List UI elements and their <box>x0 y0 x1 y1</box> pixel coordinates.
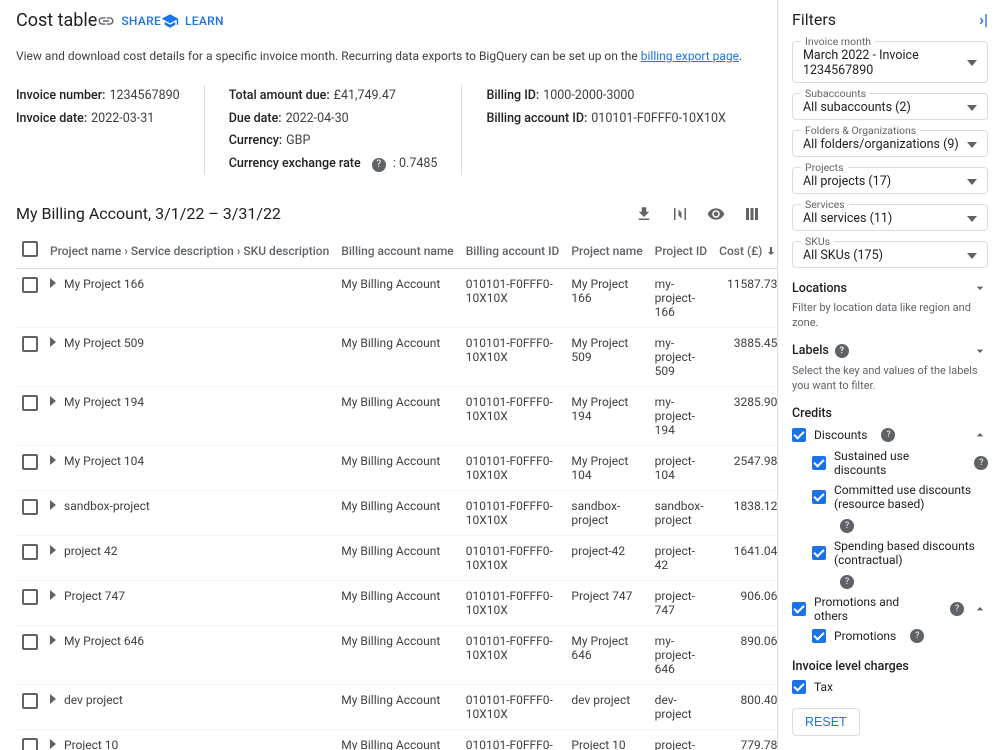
sort-desc-icon <box>765 245 777 257</box>
locations-section[interactable]: Locations <box>792 280 988 296</box>
row-checkbox[interactable] <box>22 738 38 750</box>
download-icon[interactable] <box>635 205 653 223</box>
expand-icon[interactable] <box>50 396 56 406</box>
filters-panel: Filters ›| Invoice month March 2022 - In… <box>778 0 1002 750</box>
chevron-up-icon <box>972 601 988 617</box>
help-icon[interactable]: ? <box>950 602 964 616</box>
table-row[interactable]: Project 747My Billing Account010101-F0FF… <box>16 581 777 626</box>
table-row[interactable]: project 42My Billing Account010101-F0FFF… <box>16 536 777 581</box>
dropdown-icon <box>967 179 977 185</box>
row-checkbox[interactable] <box>22 634 38 650</box>
skus-select[interactable]: SKUs All SKUs (175) <box>792 241 988 268</box>
expand-icon[interactable] <box>50 337 56 347</box>
select-all-checkbox[interactable] <box>22 241 38 257</box>
dropdown-icon <box>967 142 977 148</box>
meta-col-1: Invoice number:1234567890 Invoice date:2… <box>16 85 204 175</box>
col-proj-name[interactable]: Project name <box>565 233 648 269</box>
subaccounts-select[interactable]: Subaccounts All subaccounts (2) <box>792 93 988 120</box>
credits-section: Credits <box>792 406 988 421</box>
expand-icon[interactable] <box>50 739 56 749</box>
services-select[interactable]: Services All services (11) <box>792 204 988 231</box>
row-checkbox[interactable] <box>22 454 38 470</box>
share-button[interactable]: SHARE <box>97 12 161 30</box>
chevron-down-icon <box>972 343 988 359</box>
help-icon[interactable]: ? <box>372 158 386 172</box>
account-subtitle: My Billing Account, 3/1/22 – 3/31/22 <box>16 204 281 223</box>
expand-icon[interactable] <box>50 278 56 288</box>
help-icon[interactable]: ? <box>840 519 854 533</box>
learn-button[interactable]: LEARN <box>161 12 224 30</box>
dropdown-icon <box>967 105 977 111</box>
chevron-down-icon <box>972 280 988 296</box>
row-checkbox[interactable] <box>22 395 38 411</box>
discounts-checkbox[interactable]: Discounts? <box>792 427 988 443</box>
meta-col-2: Total amount due:£41,749.47 Due date:202… <box>204 85 462 175</box>
row-checkbox[interactable] <box>22 277 38 293</box>
table-row[interactable]: Project 10My Billing Account010101-F0FFF… <box>16 730 777 750</box>
page-description: View and download cost details for a spe… <box>16 47 761 65</box>
expand-icon[interactable] <box>50 590 56 600</box>
content-area: View and download cost details for a spe… <box>0 41 777 750</box>
main-panel: Cost table SHARE LEARN View and download… <box>0 0 778 750</box>
spending-based-checkbox[interactable]: Spending based discounts (contractual) <box>812 539 988 567</box>
sustained-use-checkbox[interactable]: Sustained use discounts? <box>812 449 988 477</box>
projects-select[interactable]: Projects All projects (17) <box>792 167 988 194</box>
table-row[interactable]: My Project 646My Billing Account010101-F… <box>16 626 777 685</box>
help-icon[interactable]: ? <box>840 575 854 589</box>
col-proj-id[interactable]: Project ID <box>649 233 713 269</box>
dropdown-icon <box>967 60 977 66</box>
cost-table: Project name › Service description › SKU… <box>16 233 777 750</box>
header-bar: Cost table SHARE LEARN <box>0 0 777 41</box>
expand-rows-icon[interactable] <box>671 205 689 223</box>
col-acct-id[interactable]: Billing account ID <box>460 233 566 269</box>
promotions-others-checkbox[interactable]: Promotions and others? <box>792 595 988 623</box>
table-row[interactable]: My Project 194My Billing Account010101-F… <box>16 387 777 446</box>
row-checkbox[interactable] <box>22 544 38 560</box>
row-checkbox[interactable] <box>22 499 38 515</box>
table-row[interactable]: My Project 104My Billing Account010101-F… <box>16 446 777 491</box>
subtitle-row: My Billing Account, 3/1/22 – 3/31/22 <box>16 204 761 223</box>
learn-icon <box>161 12 179 30</box>
row-checkbox[interactable] <box>22 589 38 605</box>
invoice-meta: Invoice number:1234567890 Invoice date:2… <box>16 85 761 176</box>
row-checkbox[interactable] <box>22 693 38 709</box>
tax-checkbox[interactable]: Tax <box>792 680 988 694</box>
table-row[interactable]: My Project 509My Billing Account010101-F… <box>16 328 777 387</box>
reset-button[interactable]: RESET <box>792 708 860 736</box>
invoice-charges-section: Invoice level charges <box>792 659 988 674</box>
link-icon <box>97 12 115 30</box>
table-row[interactable]: sandbox-projectMy Billing Account010101-… <box>16 491 777 536</box>
expand-icon[interactable] <box>50 545 56 555</box>
billing-export-link[interactable]: billing export page <box>641 49 739 63</box>
filters-title: Filters <box>792 10 836 29</box>
invoice-month-select[interactable]: Invoice month March 2022 - Invoice 12345… <box>792 41 988 83</box>
visibility-icon[interactable] <box>707 205 725 223</box>
col-acct-name[interactable]: Billing account name <box>335 233 459 269</box>
row-checkbox[interactable] <box>22 336 38 352</box>
col-breadcrumb[interactable]: Project name › Service description › SKU… <box>44 233 335 269</box>
columns-icon[interactable] <box>743 205 761 223</box>
promotions-checkbox[interactable]: Promotions? <box>812 629 988 643</box>
expand-icon[interactable] <box>50 635 56 645</box>
meta-col-3: Billing ID:1000-2000-3000 Billing accoun… <box>461 85 749 175</box>
dropdown-icon <box>967 253 977 259</box>
collapse-filters-icon[interactable]: ›| <box>979 10 988 29</box>
labels-section[interactable]: Labels? <box>792 343 988 359</box>
folders-select[interactable]: Folders & Organizations All folders/orga… <box>792 130 988 157</box>
committed-use-checkbox[interactable]: Committed use discounts (resource based) <box>812 483 988 511</box>
help-icon[interactable]: ? <box>910 629 924 643</box>
expand-icon[interactable] <box>50 455 56 465</box>
page-title: Cost table <box>16 10 97 31</box>
chevron-up-icon <box>972 427 988 443</box>
expand-icon[interactable] <box>50 500 56 510</box>
help-icon[interactable]: ? <box>835 344 849 358</box>
help-icon[interactable]: ? <box>881 428 895 442</box>
help-icon[interactable]: ? <box>974 456 988 470</box>
table-row[interactable]: dev projectMy Billing Account010101-F0FF… <box>16 685 777 730</box>
expand-icon[interactable] <box>50 694 56 704</box>
dropdown-icon <box>967 216 977 222</box>
col-cost[interactable]: Cost (£) <box>713 233 777 269</box>
table-row[interactable]: My Project 166My Billing Account010101-F… <box>16 269 777 328</box>
